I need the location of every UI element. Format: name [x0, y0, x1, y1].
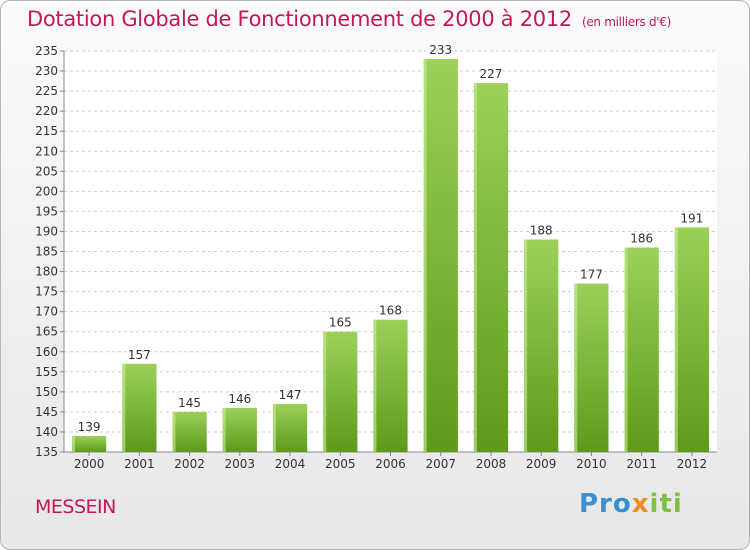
logo-part-3: iti — [649, 489, 683, 519]
x-tick-label: 2006 — [375, 457, 406, 471]
y-tick-label: 170 — [35, 305, 58, 319]
bar-2004 — [273, 403, 308, 452]
x-tick-label: 2003 — [225, 457, 256, 471]
y-tick-label: 205 — [35, 164, 58, 178]
bar-highlight — [222, 407, 226, 452]
y-tick-label: 195 — [35, 204, 58, 218]
x-tick-label: 2009 — [526, 457, 557, 471]
bar-2007 — [423, 59, 458, 452]
x-tick-label: 2000 — [74, 457, 105, 471]
bar-highlight — [574, 283, 578, 452]
bar-highlight — [373, 319, 377, 452]
y-tick-label: 145 — [35, 405, 58, 419]
value-label: 146 — [228, 392, 251, 406]
y-tick-label: 135 — [35, 445, 58, 459]
x-tick-label: 2005 — [325, 457, 356, 471]
bar-highlight — [72, 436, 75, 452]
y-tick-label: 150 — [35, 385, 58, 399]
y-tick-label: 230 — [35, 64, 58, 78]
value-label: 145 — [178, 396, 201, 410]
bar-highlight — [473, 83, 477, 452]
logo-part-1: Pro — [579, 489, 632, 519]
value-label: 165 — [329, 316, 352, 330]
x-tick-label: 2007 — [425, 457, 456, 471]
bar-highlight — [122, 363, 126, 452]
bar-2005 — [323, 331, 358, 452]
value-label: 233 — [429, 43, 452, 57]
value-label: 177 — [580, 268, 603, 282]
bar-highlight — [674, 227, 678, 452]
bar-highlight — [172, 411, 176, 452]
bar-2006 — [373, 319, 408, 452]
bar-2003 — [222, 407, 257, 452]
x-tick-label: 2010 — [576, 457, 607, 471]
chart-title-text: Dotation Globale de Fonctionnement de 20… — [27, 7, 572, 31]
x-tick-label: 2001 — [124, 457, 155, 471]
bar-2011 — [624, 247, 659, 452]
y-tick-label: 235 — [35, 44, 58, 58]
y-tick-label: 155 — [35, 365, 58, 379]
bar-2008 — [473, 83, 509, 452]
logo-part-2: x — [631, 489, 650, 519]
bar-highlight — [524, 239, 528, 452]
value-label: 227 — [480, 67, 503, 81]
bar-2002 — [172, 411, 207, 452]
value-label: 168 — [379, 304, 402, 318]
y-tick-label: 225 — [35, 84, 58, 98]
bar-2001 — [122, 363, 157, 452]
x-tick-label: 2002 — [174, 457, 205, 471]
x-tick-label: 2011 — [626, 457, 657, 471]
y-tick-label: 165 — [35, 325, 58, 339]
value-label: 139 — [78, 420, 101, 434]
value-label: 191 — [680, 211, 703, 225]
y-tick-label: 190 — [35, 224, 58, 238]
y-tick-label: 175 — [35, 285, 58, 299]
x-tick-label: 2004 — [275, 457, 306, 471]
y-tick-label: 160 — [35, 345, 58, 359]
y-tick-label: 180 — [35, 265, 58, 279]
y-tick-label: 140 — [35, 425, 58, 439]
y-tick-label: 185 — [35, 245, 58, 259]
value-label: 147 — [279, 388, 302, 402]
chart-unit: (en milliers d'€) — [581, 15, 671, 29]
value-label: 157 — [128, 348, 151, 362]
y-tick-label: 210 — [35, 144, 58, 158]
commune-name: MESSEIN — [35, 496, 116, 518]
bar-highlight — [624, 247, 628, 452]
bar-2012 — [674, 227, 709, 452]
bar-2000 — [72, 436, 107, 452]
y-tick-label: 200 — [35, 184, 58, 198]
bar-highlight — [273, 403, 276, 452]
x-tick-label: 2008 — [476, 457, 507, 471]
proxiti-logo: Proxiti — [579, 489, 683, 519]
y-tick-label: 220 — [35, 104, 58, 118]
bar-2009 — [524, 239, 559, 452]
chart-title: Dotation Globale de Fonctionnement de 20… — [27, 7, 671, 31]
x-tick-label: 2012 — [677, 457, 708, 471]
value-label: 188 — [530, 223, 553, 237]
bar-2010 — [574, 283, 609, 452]
bar-highlight — [423, 59, 427, 452]
bar-highlight — [323, 331, 327, 452]
y-tick-label: 215 — [35, 124, 58, 138]
value-label: 186 — [630, 231, 653, 245]
